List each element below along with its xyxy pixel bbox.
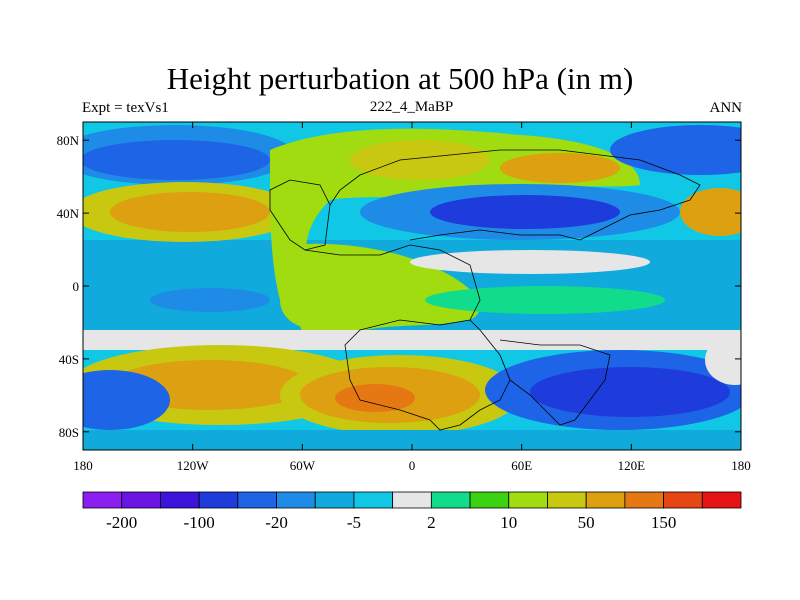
colorbar-swatch [624, 491, 664, 509]
continent-outline [304, 244, 511, 431]
chart-title: Height perturbation at 500 hPa (in m) [166, 61, 634, 96]
subtitle-experiment: Expt = texVs1 [82, 100, 169, 116]
colorbar-label: -5 [347, 513, 361, 532]
contour-field [83, 122, 741, 450]
field-europe-ridge [350, 140, 490, 180]
colorbar-label: 150 [651, 513, 677, 532]
field-eq-neutral [410, 250, 650, 274]
colorbar-label: -20 [265, 513, 288, 532]
subtitle-season: ANN [709, 100, 743, 116]
field-sa-ridge-core [335, 384, 415, 412]
colorbar-swatch [82, 491, 123, 509]
y-axis: 80N 40N 0 40S 80S [57, 133, 741, 440]
field-nw-trough-inner [83, 140, 270, 180]
colorbar-swatch [353, 491, 394, 509]
subtitle-case: 222_4_MaBP [369, 99, 454, 115]
y-tick-label: 40S [59, 352, 79, 367]
field-s-edge [83, 430, 741, 450]
colorbar-label: 50 [578, 513, 595, 532]
colorbar-swatch [392, 491, 432, 509]
colorbar-swatch [276, 491, 316, 509]
field-swp-trough [83, 370, 170, 430]
colorbar-swatch [547, 491, 587, 509]
field-samerica-green [290, 243, 480, 345]
x-tick-label: 60W [290, 458, 316, 473]
colorbar-swatch [663, 491, 703, 509]
x-tick-label: 60E [511, 458, 532, 473]
x-axis: 180 120W 60W 0 60E 120E 180 [73, 122, 751, 473]
colorbar-swatch [314, 491, 355, 509]
field-asia-trough-inner [430, 195, 620, 229]
x-tick-label: 180 [731, 458, 751, 473]
field-fe-ridge [680, 188, 741, 236]
continent-outline [499, 339, 611, 426]
field-eq-pacific-trough [150, 288, 270, 312]
y-tick-label: 80S [59, 425, 79, 440]
field-ne-trough [610, 125, 741, 175]
x-tick-label: 180 [73, 458, 93, 473]
field-europe-ridge-core [500, 153, 620, 183]
x-tick-label: 120E [618, 458, 646, 473]
colorbar-swatch [701, 491, 742, 509]
colorbar-label: -200 [106, 513, 137, 532]
field-eq-green [425, 286, 665, 314]
colorbar-swatch [121, 491, 161, 509]
y-tick-label: 80N [57, 133, 80, 148]
x-tick-label: 0 [409, 458, 416, 473]
y-tick-label: 40N [57, 206, 80, 221]
colorbar-swatch [508, 491, 548, 509]
y-tick-label: 0 [73, 279, 80, 294]
field-np-ridge-inner [110, 192, 270, 232]
continent-outline [269, 179, 331, 251]
colorbar-swatch [160, 491, 200, 509]
colorbar-swatch [585, 491, 626, 509]
colorbar-swatch [198, 491, 239, 509]
colorbar-swatch [430, 491, 471, 509]
x-tick-label: 120W [177, 458, 210, 473]
colorbar: -200 -100 -20 -5 2 10 50 150 [82, 491, 742, 532]
field-se-neutral [705, 335, 741, 385]
colorbar-swatch [469, 491, 510, 509]
continent-outline [329, 149, 701, 241]
colorbar-swatch [237, 491, 277, 509]
colorbar-label: 10 [500, 513, 517, 532]
field-so-trough-inner [530, 367, 730, 417]
colorbar-label: -100 [184, 513, 215, 532]
colorbar-label: 2 [427, 513, 436, 532]
